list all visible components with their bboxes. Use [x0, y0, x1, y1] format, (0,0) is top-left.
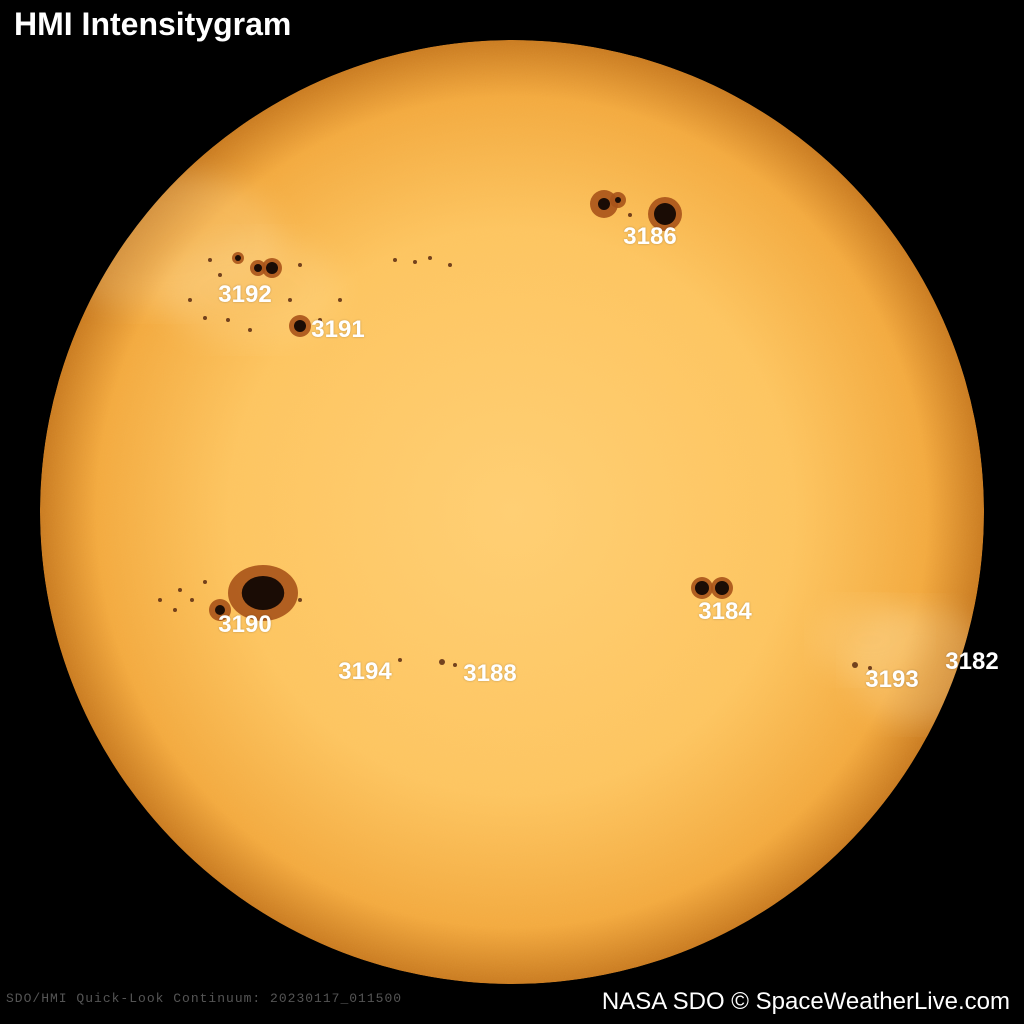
page-title: HMI Intensitygram	[14, 6, 291, 43]
region-label-3193: 3193	[865, 666, 918, 694]
observation-timestamp: SDO/HMI Quick-Look Continuum: 20230117_0…	[6, 991, 402, 1006]
credit-line: NASA SDO © SpaceWeatherLive.com	[602, 988, 1010, 1016]
region-label-3184: 3184	[698, 598, 751, 626]
intensitygram-stage: HMI Intensitygram NASA SDO © SpaceWeather…	[0, 0, 1024, 1024]
active-region-3194	[398, 658, 402, 662]
region-label-3194: 3194	[338, 658, 391, 686]
region-label-3182: 3182	[945, 648, 998, 676]
region-label-3186: 3186	[623, 223, 676, 251]
region-label-3191: 3191	[311, 316, 364, 344]
sun-canvas	[0, 0, 1024, 1024]
region-label-3190: 3190	[218, 611, 271, 639]
region-label-3188: 3188	[463, 660, 516, 688]
region-label-3192: 3192	[218, 281, 271, 309]
